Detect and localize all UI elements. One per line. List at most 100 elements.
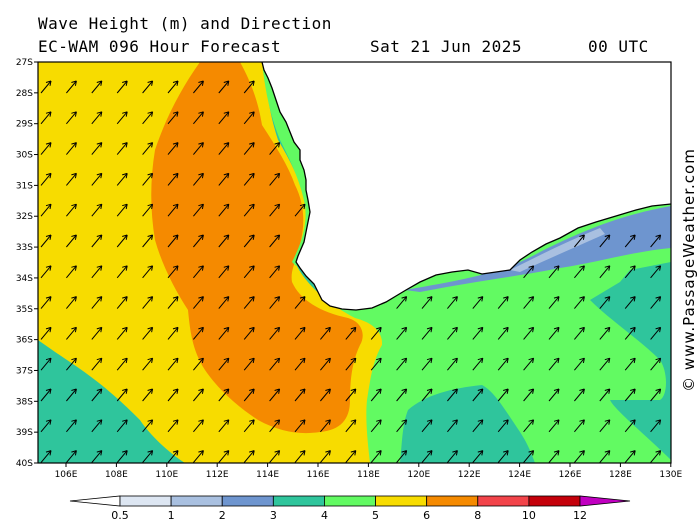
wave-arrow xyxy=(548,357,560,371)
wave-arrow xyxy=(193,357,204,371)
latitude-label: 37S xyxy=(16,366,33,376)
wave-arrow xyxy=(142,388,154,402)
wave-arrow xyxy=(167,265,179,279)
wave-arrow xyxy=(497,296,509,309)
wave-arrow xyxy=(624,296,636,309)
wave-arrow xyxy=(396,388,408,402)
wave-arrow xyxy=(193,142,204,155)
latitude-label: 38S xyxy=(16,397,33,407)
wave-arrow xyxy=(218,172,230,186)
wave-arrow xyxy=(548,296,560,309)
coastline xyxy=(261,62,671,311)
wave-arrow xyxy=(142,172,154,186)
wave-arrow xyxy=(116,80,128,94)
wave-arrow xyxy=(66,172,77,186)
wave-arrow xyxy=(294,357,306,371)
wave-arrow xyxy=(167,450,179,463)
wave-arrow xyxy=(116,234,128,248)
wave-arrow xyxy=(574,450,585,463)
wave-arrow xyxy=(472,326,484,340)
wave-arrow xyxy=(599,450,611,463)
wave-arrow xyxy=(650,326,662,340)
wave-arrow xyxy=(40,388,52,402)
wave-arrow xyxy=(345,450,357,463)
wave-arrow xyxy=(142,203,154,217)
wave-arrow xyxy=(624,388,636,402)
latitude-label: 32S xyxy=(16,212,33,222)
longitude-label: 122E xyxy=(458,470,481,480)
latitude-label: 28S xyxy=(16,89,33,99)
wave-arrow xyxy=(142,142,154,155)
wave-arrow xyxy=(91,172,103,186)
band-3-4m-patch xyxy=(400,385,535,463)
wave-arrow xyxy=(40,111,52,125)
wave-arrow xyxy=(218,326,230,340)
wave-arrow xyxy=(66,296,77,309)
wave-arrow xyxy=(40,142,52,155)
wave-arrow xyxy=(91,203,103,217)
wave-arrow xyxy=(167,80,179,94)
wave-arrow xyxy=(116,326,128,340)
wave-arrow xyxy=(574,296,585,309)
wave-arrow xyxy=(243,111,255,125)
wave-arrow xyxy=(650,265,662,279)
wave-arrow xyxy=(320,326,331,340)
wave-arrow xyxy=(193,234,204,248)
wave-arrow xyxy=(116,142,128,155)
longitude-label: 108E xyxy=(105,470,128,480)
wave-arrow xyxy=(497,388,509,402)
wave-arrow xyxy=(447,388,458,402)
wave-arrow xyxy=(40,296,52,309)
wave-arrow xyxy=(320,419,331,433)
longitude-label: 118E xyxy=(357,470,380,480)
wave-arrow xyxy=(574,419,585,433)
wave-arrow xyxy=(599,234,611,248)
wave-arrow xyxy=(218,450,230,463)
wave-arrow xyxy=(396,357,408,371)
latitude-label: 35S xyxy=(16,305,33,315)
wave-arrow xyxy=(91,419,103,433)
longitude-label: 116E xyxy=(307,470,330,480)
wave-arrow xyxy=(447,357,458,371)
wave-arrow xyxy=(116,172,128,186)
wave-arrow xyxy=(91,296,103,309)
wave-arrow xyxy=(548,388,560,402)
colorbar-label: 3 xyxy=(270,509,277,522)
wave-arrow xyxy=(447,419,458,433)
latitude-label: 34S xyxy=(16,274,33,284)
wave-arrow xyxy=(243,80,255,94)
wave-arrow xyxy=(116,419,128,433)
wave-arrow xyxy=(370,388,382,402)
wave-arrow xyxy=(193,172,204,186)
wave-arrow xyxy=(167,172,179,186)
wave-arrow xyxy=(421,296,433,309)
wave-arrow xyxy=(472,388,484,402)
wave-arrow xyxy=(40,450,52,463)
wave-arrow xyxy=(421,419,433,433)
wave-arrow xyxy=(243,234,255,248)
wave-arrow xyxy=(167,419,179,433)
wave-arrow xyxy=(523,326,535,340)
wave-arrow xyxy=(396,326,408,340)
colorbar-segment xyxy=(426,495,479,507)
wave-arrow xyxy=(421,388,433,402)
wave-arrow xyxy=(294,419,306,433)
wave-arrow xyxy=(294,326,306,340)
colorbar-segment xyxy=(221,495,274,507)
wave-arrow xyxy=(167,296,179,309)
longitude-axis: 106E 108E 110E 112E 114E 116E 118E 120E 122E 124E… xyxy=(55,463,683,480)
latitude-label: 33S xyxy=(16,243,33,253)
wave-arrow xyxy=(269,172,281,186)
wave-arrow xyxy=(243,388,255,402)
colorbar-segment xyxy=(272,495,325,507)
wave-arrow xyxy=(523,357,535,371)
wave-arrow xyxy=(193,265,204,279)
wave-arrow xyxy=(599,419,611,433)
latitude-axis: 27S 28S 29S 30S 31S 32S 33S 34S 35S 36S 37S 38S 39S 4… xyxy=(16,58,38,469)
wave-arrow xyxy=(66,142,77,155)
wave-arrow xyxy=(218,265,230,279)
wave-arrow xyxy=(421,357,433,371)
wave-arrow xyxy=(91,357,103,371)
wave-arrow xyxy=(40,234,52,248)
wave-arrow xyxy=(218,234,230,248)
